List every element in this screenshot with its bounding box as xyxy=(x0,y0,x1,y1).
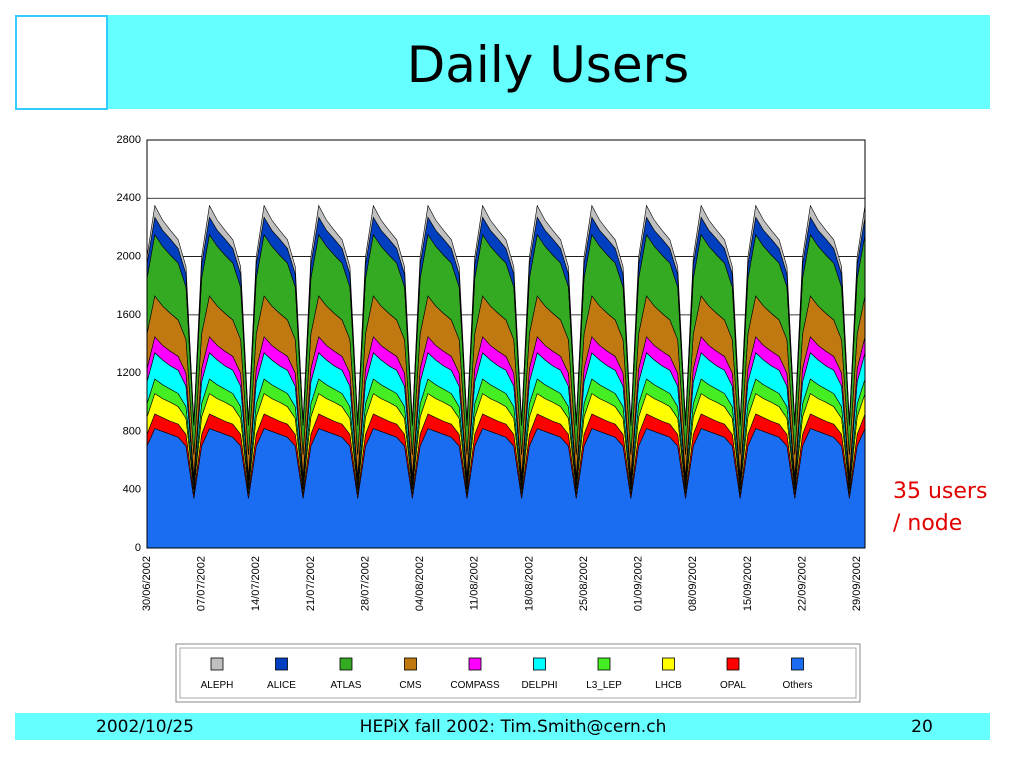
legend-frame xyxy=(175,643,861,703)
legend-swatch xyxy=(791,657,804,671)
legend-label: LHCB xyxy=(655,680,682,691)
legend-label: COMPASS xyxy=(450,680,500,691)
footer-page: 20 xyxy=(911,717,933,737)
x-tick-label: 29/09/2002 xyxy=(851,556,863,611)
legend-label: ALICE xyxy=(267,680,296,691)
legend-inner xyxy=(179,647,857,699)
legend-label: ALEPH xyxy=(201,680,234,691)
x-tick-label: 04/08/2002 xyxy=(414,556,426,611)
legend-label: Others xyxy=(782,680,812,691)
legend-swatch xyxy=(339,657,353,671)
y-tick-label: 2000 xyxy=(117,250,141,262)
legend-label: DELPHI xyxy=(521,680,557,691)
x-tick-label: 11/08/2002 xyxy=(469,556,481,610)
legend-swatch xyxy=(210,657,224,671)
slide-title: Daily Users xyxy=(407,36,689,94)
legend-swatch xyxy=(533,657,546,671)
y-tick-label: 1600 xyxy=(117,309,141,321)
y-tick-label: 2400 xyxy=(117,192,141,204)
annotation: 35 users xyxy=(893,479,987,504)
x-tick-label: 21/07/2002 xyxy=(305,556,317,611)
footer-bar xyxy=(15,713,990,740)
legend-swatch xyxy=(597,657,611,671)
x-tick-label: 01/09/2002 xyxy=(633,556,645,611)
legend-label: CMS xyxy=(399,680,422,691)
x-tick-label: 25/08/2002 xyxy=(578,556,590,611)
annotation: / node xyxy=(893,511,962,536)
title-bar xyxy=(108,15,990,109)
legend-swatch xyxy=(275,657,288,671)
legend-label: ATLAS xyxy=(331,680,362,691)
x-tick-label: 22/09/2002 xyxy=(796,556,808,611)
x-tick-label: 28/07/2002 xyxy=(359,556,371,611)
x-tick-label: 30/06/2002 xyxy=(141,556,153,611)
legend-label: OPAL xyxy=(720,680,746,691)
y-tick-label: 400 xyxy=(123,484,141,496)
x-tick-label: 15/09/2002 xyxy=(742,556,754,611)
x-tick-label: 18/08/2002 xyxy=(523,556,535,611)
legend-label: L3_LEP xyxy=(586,680,622,691)
legend-swatch xyxy=(726,657,740,671)
plot-frame xyxy=(146,139,866,549)
x-tick-label: 14/07/2002 xyxy=(250,556,262,611)
logo-box xyxy=(15,15,108,110)
y-tick-label: 0 xyxy=(135,542,141,554)
y-tick-label: 2800 xyxy=(117,134,141,146)
legend-swatch xyxy=(404,657,417,671)
y-tick-label: 1200 xyxy=(117,367,141,379)
y-tick-label: 800 xyxy=(123,425,141,437)
legend-swatch xyxy=(468,657,482,671)
x-tick-label: 08/09/2002 xyxy=(687,556,699,611)
x-tick-label: 07/07/2002 xyxy=(196,556,208,611)
footer-event: HEPiX fall 2002: Tim.Smith@cern.ch xyxy=(360,717,667,737)
footer-date: 2002/10/25 xyxy=(96,717,194,737)
legend-swatch xyxy=(662,657,675,671)
